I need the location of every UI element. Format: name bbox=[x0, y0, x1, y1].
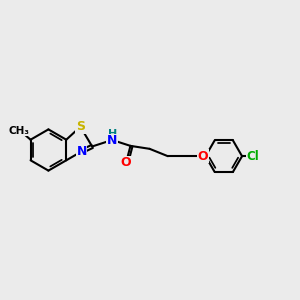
Text: H: H bbox=[108, 129, 117, 140]
Text: Cl: Cl bbox=[247, 150, 260, 163]
Text: N: N bbox=[76, 145, 87, 158]
Text: CH₃: CH₃ bbox=[8, 126, 29, 136]
Text: O: O bbox=[198, 150, 208, 163]
Text: S: S bbox=[76, 120, 85, 133]
Text: N: N bbox=[107, 134, 117, 147]
Text: O: O bbox=[121, 157, 131, 169]
